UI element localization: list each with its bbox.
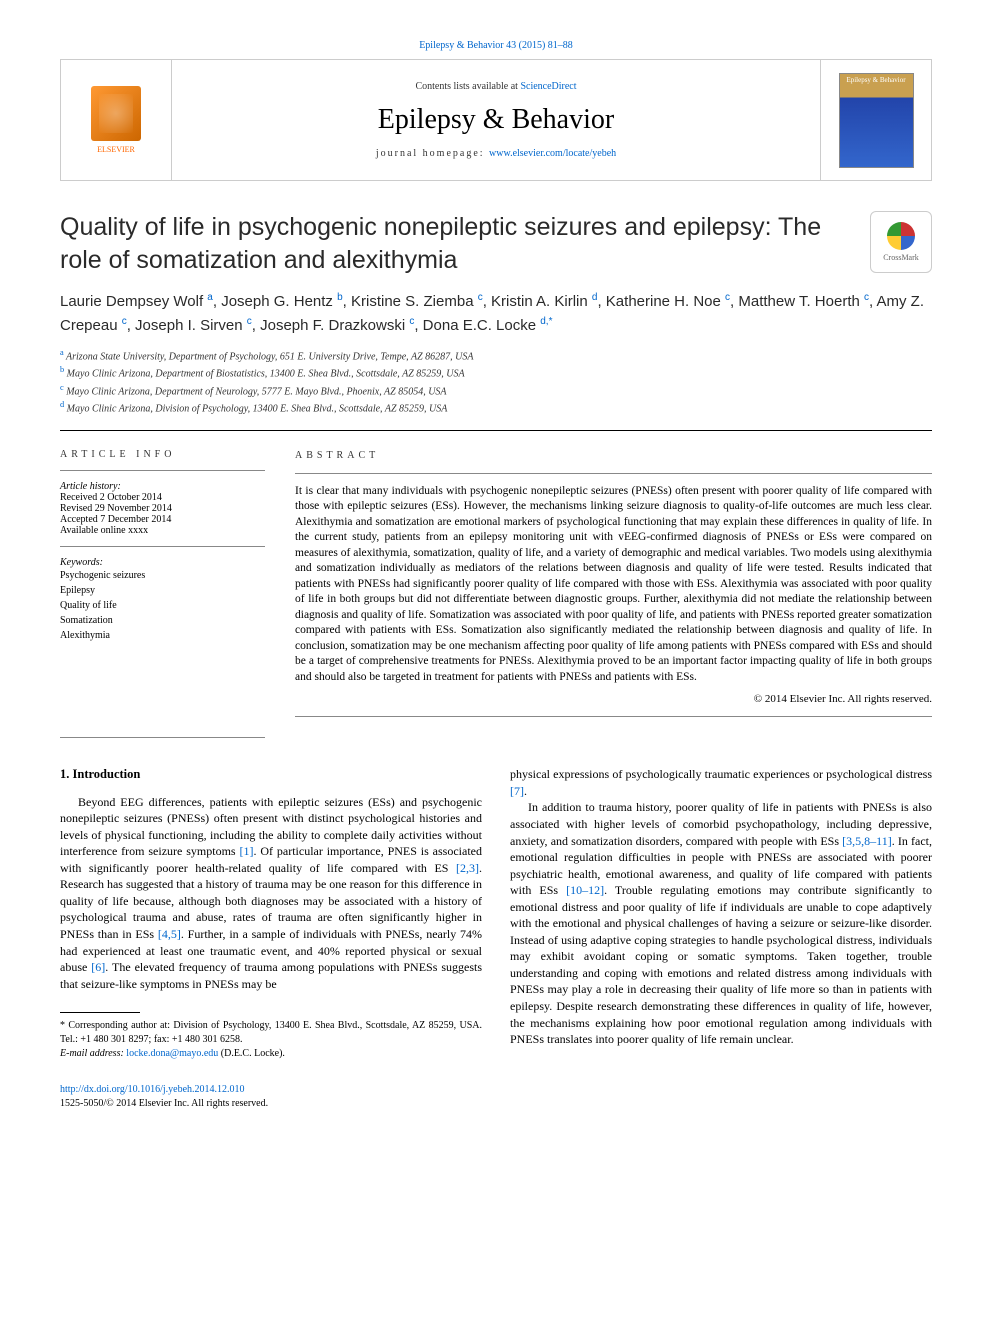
history-label: Article history: — [60, 481, 265, 492]
ref-link[interactable]: [2,3] — [456, 861, 479, 875]
elsevier-tree-icon — [91, 86, 141, 141]
crossmark-icon — [887, 222, 915, 250]
ref-link[interactable]: [1] — [239, 844, 253, 858]
ref-link[interactable]: [3,5,8–11] — [842, 834, 892, 848]
contents-prefix: Contents lists available at — [415, 81, 520, 92]
keywords-list: Psychogenic seizuresEpilepsyQuality of l… — [60, 568, 265, 643]
ref-link[interactable]: [4,5] — [158, 927, 181, 941]
ref-link[interactable]: [6] — [91, 960, 105, 974]
journal-cover-icon: Epilepsy & Behavior — [839, 73, 914, 168]
keywords-label: Keywords: — [60, 557, 265, 568]
revised-date: Revised 29 November 2014 — [60, 503, 265, 514]
keyword: Epilepsy — [60, 583, 265, 598]
available-date: Available online xxxx — [60, 525, 265, 536]
divider — [295, 716, 932, 717]
publisher-name: ELSEVIER — [97, 145, 135, 154]
corresponding-author-note: * Corresponding author at: Division of P… — [60, 1019, 482, 1047]
divider — [60, 470, 265, 471]
keyword: Quality of life — [60, 598, 265, 613]
body-column-right: physical expressions of psychologically … — [510, 766, 932, 1111]
affiliations: a Arizona State University, Department o… — [60, 347, 932, 416]
issn-copyright: 1525-5050/© 2014 Elsevier Inc. All right… — [60, 1098, 268, 1109]
doi-link[interactable]: http://dx.doi.org/10.1016/j.yebeh.2014.1… — [60, 1084, 245, 1095]
body-paragraph: Beyond EEG differences, patients with ep… — [60, 794, 482, 993]
email-suffix: (D.E.C. Locke). — [218, 1048, 285, 1059]
article-info-column: ARTICLE INFO Article history: Received 2… — [60, 449, 265, 727]
body-paragraph: In addition to trauma history, poorer qu… — [510, 799, 932, 1047]
page: Epilepsy & Behavior 43 (2015) 81–88 ELSE… — [0, 0, 992, 1151]
abstract-text: It is clear that many individuals with p… — [295, 484, 932, 686]
article-info-header: ARTICLE INFO — [60, 449, 265, 460]
top-citation: Epilepsy & Behavior 43 (2015) 81–88 — [60, 40, 932, 51]
email-line: E-mail address: locke.dona@mayo.edu (D.E… — [60, 1047, 482, 1061]
accepted-date: Accepted 7 December 2014 — [60, 514, 265, 525]
body-columns: 1. Introduction Beyond EEG differences, … — [60, 766, 932, 1111]
divider — [60, 546, 265, 547]
publisher-logo-cell: ELSEVIER — [61, 60, 172, 180]
abstract-header: ABSTRACT — [295, 449, 932, 463]
section-heading: 1. Introduction — [60, 766, 482, 783]
author-list: Laurie Dempsey Wolf a, Joseph G. Hentz b… — [60, 290, 932, 337]
body-column-left: 1. Introduction Beyond EEG differences, … — [60, 766, 482, 1111]
homepage-prefix: journal homepage: — [376, 148, 489, 159]
keyword: Somatization — [60, 613, 265, 628]
divider — [60, 430, 932, 431]
body-paragraph: physical expressions of psychologically … — [510, 766, 932, 799]
journal-header: ELSEVIER Contents lists available at Sci… — [60, 59, 932, 181]
crossmark-badge[interactable]: CrossMark — [870, 211, 932, 273]
journal-title: Epilepsy & Behavior — [182, 104, 810, 136]
abstract-column: ABSTRACT It is clear that many individua… — [295, 449, 932, 727]
crossmark-label: CrossMark — [883, 253, 919, 262]
title-row: Quality of life in psychogenic nonepilep… — [60, 211, 932, 276]
homepage-link[interactable]: www.elsevier.com/locate/yebeh — [489, 148, 616, 159]
ref-link[interactable]: [7] — [510, 784, 524, 798]
sciencedirect-link[interactable]: ScienceDirect — [520, 81, 576, 92]
footnote-divider — [60, 1012, 140, 1013]
bottom-block: http://dx.doi.org/10.1016/j.yebeh.2014.1… — [60, 1083, 482, 1111]
email-link[interactable]: locke.dona@mayo.edu — [126, 1048, 218, 1059]
contents-line: Contents lists available at ScienceDirec… — [182, 81, 810, 92]
keyword: Psychogenic seizures — [60, 568, 265, 583]
ref-link[interactable]: [10–12] — [566, 883, 604, 897]
info-abstract-row: ARTICLE INFO Article history: Received 2… — [60, 449, 932, 727]
abstract-copyright: © 2014 Elsevier Inc. All rights reserved… — [295, 692, 932, 707]
article-title: Quality of life in psychogenic nonepilep… — [60, 211, 850, 276]
cover-cell: Epilepsy & Behavior — [820, 60, 931, 180]
divider — [295, 473, 932, 474]
header-center: Contents lists available at ScienceDirec… — [172, 71, 820, 169]
received-date: Received 2 October 2014 — [60, 492, 265, 503]
homepage-line: journal homepage: www.elsevier.com/locat… — [182, 148, 810, 159]
divider — [60, 737, 265, 738]
email-label: E-mail address: — [60, 1048, 126, 1059]
keyword: Alexithymia — [60, 628, 265, 643]
